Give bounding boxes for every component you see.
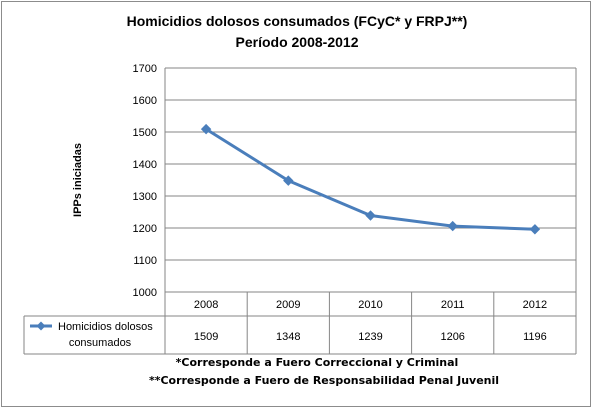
y-tick-label: 1400	[133, 159, 157, 171]
footnote-frpj: **Corresponde a Fuero de Responsabilidad…	[148, 374, 500, 387]
data-table-value: 1348	[276, 331, 300, 343]
y-tick-label: 1600	[133, 95, 157, 107]
x-category-label: 2012	[523, 299, 547, 311]
chart-subtitle: Período 2008-2012	[235, 34, 359, 50]
legend-marker	[36, 321, 46, 331]
y-tick-label: 1300	[133, 191, 157, 203]
data-point-marker	[365, 210, 376, 221]
data-point-marker	[529, 224, 541, 235]
data-table-value: 1196	[523, 331, 547, 343]
y-axis-label: IPPs iniciadas	[72, 143, 84, 217]
y-tick-label: 1000	[133, 287, 157, 299]
data-point-marker	[283, 175, 294, 186]
y-tick-label: 1200	[133, 223, 157, 235]
x-category-label: 2009	[276, 299, 300, 311]
legend-label-line-2: consumados	[69, 337, 132, 349]
x-category-label: 2008	[194, 299, 218, 311]
y-tick-label: 1100	[133, 255, 157, 267]
legend-label-line-1: Homicidios dolosos	[58, 321, 153, 333]
data-table-value: 1239	[358, 331, 382, 343]
x-category-label: 2011	[441, 299, 465, 311]
x-category-label: 2010	[358, 299, 382, 311]
data-table-value: 1206	[440, 331, 464, 343]
data-point-marker	[200, 123, 212, 135]
y-tick-label: 1500	[133, 127, 157, 139]
y-tick-label: 1700	[133, 63, 157, 75]
footnote-fccyc: *Corresponde a Fuero Correccional y Crim…	[175, 356, 459, 369]
data-point-marker	[447, 220, 458, 232]
data-table-value: 1509	[194, 331, 218, 343]
chart-title: Homicidios dolosos consumados (FCyC* y F…	[126, 13, 468, 29]
